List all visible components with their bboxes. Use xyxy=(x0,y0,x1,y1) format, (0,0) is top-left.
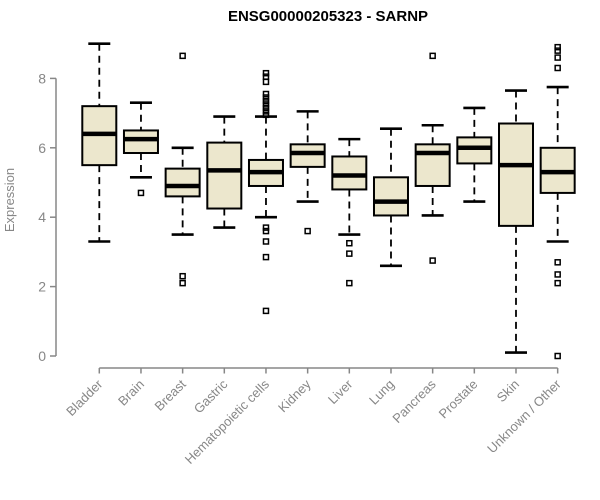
outlier-point xyxy=(304,227,311,235)
outlier-point xyxy=(262,94,270,101)
outlier-point xyxy=(262,108,270,115)
outlier-point xyxy=(554,47,561,54)
y-axis-label: Expression xyxy=(2,168,17,232)
outlier-point xyxy=(554,352,561,360)
y-tick-label: 4 xyxy=(38,209,46,225)
outlier-point xyxy=(262,104,270,112)
outlier-point xyxy=(262,224,270,231)
boxplot-box xyxy=(414,143,451,187)
outlier-point xyxy=(262,78,270,86)
outlier-point xyxy=(262,307,270,315)
x-category-label: Breast xyxy=(152,376,189,413)
x-category-label: Lung xyxy=(366,377,397,408)
boxplot-box xyxy=(456,136,493,165)
x-category-label: Pancreas xyxy=(389,376,439,426)
outlier-point xyxy=(554,279,561,287)
boxplot-box xyxy=(372,176,409,217)
y-tick-label: 8 xyxy=(38,70,46,86)
x-category-label: Bladder xyxy=(63,376,106,419)
outlier-point xyxy=(346,279,353,287)
outlier-point xyxy=(554,259,561,266)
outlier-point xyxy=(262,69,270,77)
outlier-point xyxy=(179,272,186,280)
outlier-point xyxy=(429,257,436,264)
outlier-point xyxy=(429,52,436,60)
y-tick-label: 0 xyxy=(38,348,46,364)
outlier-point xyxy=(262,90,270,98)
boxplot-box xyxy=(164,167,201,198)
x-category-label: Liver xyxy=(325,376,356,407)
y-tick-label: 6 xyxy=(38,140,46,156)
x-category-label: Kidney xyxy=(275,376,314,415)
boxplot-box xyxy=(122,129,159,155)
outlier-point xyxy=(179,52,186,60)
outlier-point xyxy=(137,189,145,197)
outlier-point xyxy=(179,279,186,287)
outlier-point xyxy=(262,111,270,119)
boxplot-box xyxy=(331,155,368,191)
outlier-point xyxy=(262,227,270,235)
chart-title: ENSG00000205323 - SARNP xyxy=(228,8,428,25)
boxplot-box xyxy=(498,122,534,227)
outlier-point xyxy=(554,64,561,72)
outlier-point xyxy=(346,250,353,257)
outlier-point xyxy=(262,101,270,108)
outlier-point xyxy=(554,43,561,51)
outlier-point xyxy=(262,97,270,105)
x-category-label: Gastric xyxy=(191,376,231,416)
x-category-label: Skin xyxy=(494,377,522,405)
x-category-label: Unknown / Other xyxy=(484,376,564,456)
outlier-point xyxy=(554,271,561,278)
y-tick-label: 2 xyxy=(38,279,46,295)
outlier-point xyxy=(262,238,270,245)
boxplot-box xyxy=(206,141,243,210)
outlier-point xyxy=(262,253,270,261)
outlier-point xyxy=(262,73,270,80)
boxplot-box xyxy=(289,143,326,168)
x-category-label: Prostate xyxy=(436,377,481,422)
x-category-label: Brain xyxy=(115,377,147,409)
outlier-point xyxy=(346,239,353,247)
outlier-point xyxy=(554,54,561,61)
